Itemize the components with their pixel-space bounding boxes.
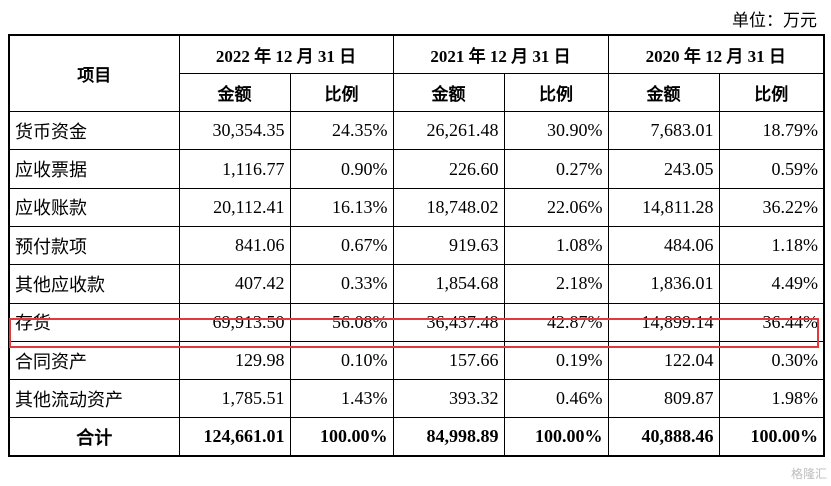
amount-cell: 124,661.01 bbox=[178, 417, 291, 457]
amount-cell: 1,854.68 bbox=[392, 264, 505, 304]
amount-cell: 393.32 bbox=[392, 379, 505, 419]
table-body: 货币资金 30,354.35 24.35% 26,261.48 30.90% 7,683.… bbox=[8, 111, 825, 457]
table-row: 其他应收款 407.42 0.33% 1,854.68 2.18% 1,836.01 4.4… bbox=[8, 264, 825, 304]
table-row: 应收票据 1,116.77 0.90% 226.60 0.27% 243.05 0.59% bbox=[8, 149, 825, 189]
ratio-cell: 0.67% bbox=[289, 225, 394, 266]
row-label: 应收票据 bbox=[8, 149, 180, 189]
ratio-cell: 0.19% bbox=[503, 340, 609, 381]
ratio-cell: 1.43% bbox=[289, 379, 394, 419]
ratio-cell: 0.27% bbox=[503, 149, 609, 189]
amount-cell: 14,899.14 bbox=[607, 302, 720, 342]
header-item: 项目 bbox=[8, 34, 180, 113]
ratio-cell: 0.46% bbox=[503, 379, 609, 419]
table-row: 预付款项 841.06 0.67% 919.63 1.08% 484.06 1.18% bbox=[8, 225, 825, 266]
header-amount: 金额 bbox=[607, 72, 720, 113]
amount-cell: 484.06 bbox=[607, 225, 720, 266]
row-label: 合同资产 bbox=[8, 340, 180, 381]
total-row: 合计 124,661.01 100.00% 84,998.89 100.00% 40,88… bbox=[8, 417, 825, 457]
ratio-cell: 1.18% bbox=[718, 225, 825, 266]
ratio-cell: 4.49% bbox=[718, 264, 825, 304]
ratio-cell: 1.98% bbox=[718, 379, 825, 419]
amount-cell: 919.63 bbox=[392, 225, 505, 266]
amount-cell: 26,261.48 bbox=[392, 111, 505, 151]
header-amount: 金额 bbox=[178, 72, 291, 113]
ratio-cell: 22.06% bbox=[503, 187, 609, 227]
amount-cell: 841.06 bbox=[178, 225, 291, 266]
amount-cell: 14,811.28 bbox=[607, 187, 720, 227]
ratio-cell: 0.59% bbox=[718, 149, 825, 189]
ratio-cell: 30.90% bbox=[503, 111, 609, 151]
header-ratio: 比例 bbox=[718, 72, 825, 113]
amount-cell: 36,437.48 bbox=[392, 302, 505, 342]
amount-cell: 809.87 bbox=[607, 379, 720, 419]
ratio-cell: 100.00% bbox=[718, 417, 825, 457]
ratio-cell: 100.00% bbox=[503, 417, 609, 457]
amount-cell: 157.66 bbox=[392, 340, 505, 381]
ratio-cell: 0.33% bbox=[289, 264, 394, 304]
ratio-cell: 36.22% bbox=[718, 187, 825, 227]
ratio-cell: 2.18% bbox=[503, 264, 609, 304]
table-row: 应收账款 20,112.41 16.13% 18,748.02 22.06% 14,811… bbox=[8, 187, 825, 227]
header-ratio: 比例 bbox=[503, 72, 609, 113]
table-row: 货币资金 30,354.35 24.35% 26,261.48 30.90% 7,683.… bbox=[8, 111, 825, 151]
ratio-cell: 16.13% bbox=[289, 187, 394, 227]
amount-cell: 69,913.50 bbox=[178, 302, 291, 342]
row-label: 货币资金 bbox=[8, 111, 180, 151]
total-label: 合计 bbox=[8, 417, 180, 457]
ratio-cell: 100.00% bbox=[289, 417, 394, 457]
amount-cell: 129.98 bbox=[178, 340, 291, 381]
ratio-cell: 1.08% bbox=[503, 225, 609, 266]
amount-cell: 407.42 bbox=[178, 264, 291, 304]
header-amount: 金额 bbox=[392, 72, 505, 113]
amount-cell: 243.05 bbox=[607, 149, 720, 189]
row-label: 存货 bbox=[8, 302, 180, 342]
ratio-cell: 24.35% bbox=[289, 111, 394, 151]
amount-cell: 122.04 bbox=[607, 340, 720, 381]
header-period-2022: 2022 年 12 月 31 日 bbox=[178, 34, 394, 74]
ratio-cell: 0.30% bbox=[718, 340, 825, 381]
amount-cell: 7,683.01 bbox=[607, 111, 720, 151]
amount-cell: 1,116.77 bbox=[178, 149, 291, 189]
header-ratio: 比例 bbox=[289, 72, 394, 113]
financial-table: 项目 2022 年 12 月 31 日 2021 年 12 月 31 日 202… bbox=[8, 34, 825, 458]
amount-cell: 1,785.51 bbox=[178, 379, 291, 419]
table-row: 其他流动资产 1,785.51 1.43% 393.32 0.46% 809.87 1.98… bbox=[8, 379, 825, 419]
header-period-2021: 2021 年 12 月 31 日 bbox=[392, 34, 609, 74]
table-row: 合同资产 129.98 0.10% 157.66 0.19% 122.04 0.30% bbox=[8, 340, 825, 381]
row-label: 应收账款 bbox=[8, 187, 180, 227]
amount-cell: 226.60 bbox=[392, 149, 505, 189]
ratio-cell: 0.90% bbox=[289, 149, 394, 189]
row-label: 预付款项 bbox=[8, 225, 180, 266]
ratio-cell: 0.10% bbox=[289, 340, 394, 381]
ratio-cell: 18.79% bbox=[718, 111, 825, 151]
ratio-cell: 56.08% bbox=[289, 302, 394, 342]
unit-label: 单位：万元 bbox=[732, 11, 817, 30]
row-label: 其他流动资产 bbox=[8, 379, 180, 419]
amount-cell: 1,836.01 bbox=[607, 264, 720, 304]
ratio-cell: 42.87% bbox=[503, 302, 609, 342]
watermark: 格隆汇 bbox=[790, 467, 827, 481]
ratio-cell: 36.44% bbox=[718, 302, 825, 342]
table-row: 存货 69,913.50 56.08% 36,437.48 42.87% 14,899.1… bbox=[8, 302, 825, 342]
amount-cell: 30,354.35 bbox=[178, 111, 291, 151]
row-label: 其他应收款 bbox=[8, 264, 180, 304]
amount-cell: 20,112.41 bbox=[178, 187, 291, 227]
amount-cell: 84,998.89 bbox=[392, 417, 505, 457]
header-period-2020: 2020 年 12 月 31 日 bbox=[607, 34, 825, 74]
amount-cell: 18,748.02 bbox=[392, 187, 505, 227]
amount-cell: 40,888.46 bbox=[607, 417, 720, 457]
